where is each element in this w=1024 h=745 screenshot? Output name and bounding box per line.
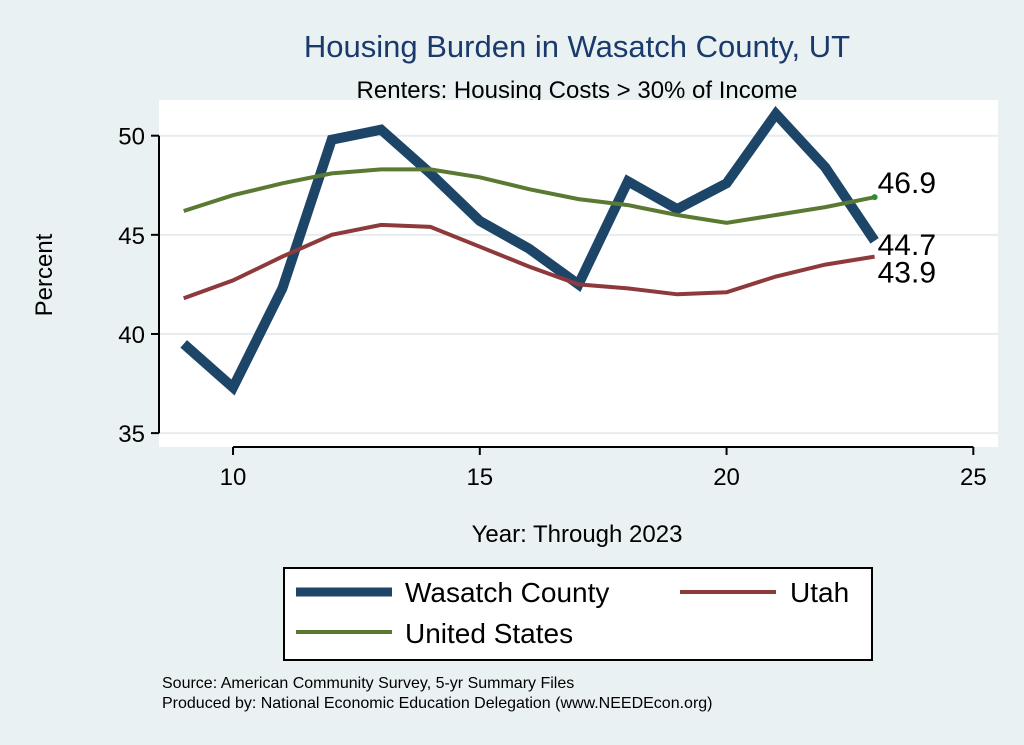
x-tick-label: 20 (713, 464, 740, 491)
us-end-marker (871, 194, 878, 201)
y-axis-label: Percent (31, 233, 58, 316)
legend-box (283, 567, 873, 661)
series-line-wasatch-county (180, 105, 879, 396)
x-tick-label: 10 (220, 464, 247, 491)
source-note: Source: American Community Survey, 5-yr … (162, 675, 574, 692)
chart-subtitle: Renters: Housing Costs > 30% of Income (357, 77, 798, 104)
x-axis-label: Year: Through 2023 (472, 521, 683, 548)
end-labels: 44.743.9 46.9 (878, 167, 936, 289)
legend-label-wasatch: Wasatch County (405, 577, 609, 608)
series-line-utah (183, 222, 875, 301)
end-label-united-states: 46.9 (878, 167, 936, 200)
legend: Wasatch County Utah United States (283, 567, 873, 661)
chart-title: Housing Burden in Wasatch County, UT (304, 29, 850, 64)
series-layer (180, 105, 879, 396)
y-tick-label: 35 (118, 421, 145, 448)
legend-label-utah: Utah (790, 577, 849, 608)
end-label-utah: 43.9 (878, 257, 936, 290)
y-tick-label: 45 (118, 223, 145, 250)
x-tick-label: 25 (960, 464, 987, 491)
tick-labels: 35 40 45 50 10 15 20 25 (118, 124, 986, 491)
producer-note: Produced by: National Economic Education… (162, 695, 713, 712)
end-label-wasatch-county: 44.7 (878, 229, 936, 262)
legend-label-us: United States (405, 618, 573, 649)
y-tick-label: 50 (118, 124, 145, 151)
x-tick-label: 15 (466, 464, 493, 491)
axes (151, 134, 975, 455)
series-line-united-states (183, 167, 875, 225)
y-tick-label: 40 (118, 322, 145, 349)
